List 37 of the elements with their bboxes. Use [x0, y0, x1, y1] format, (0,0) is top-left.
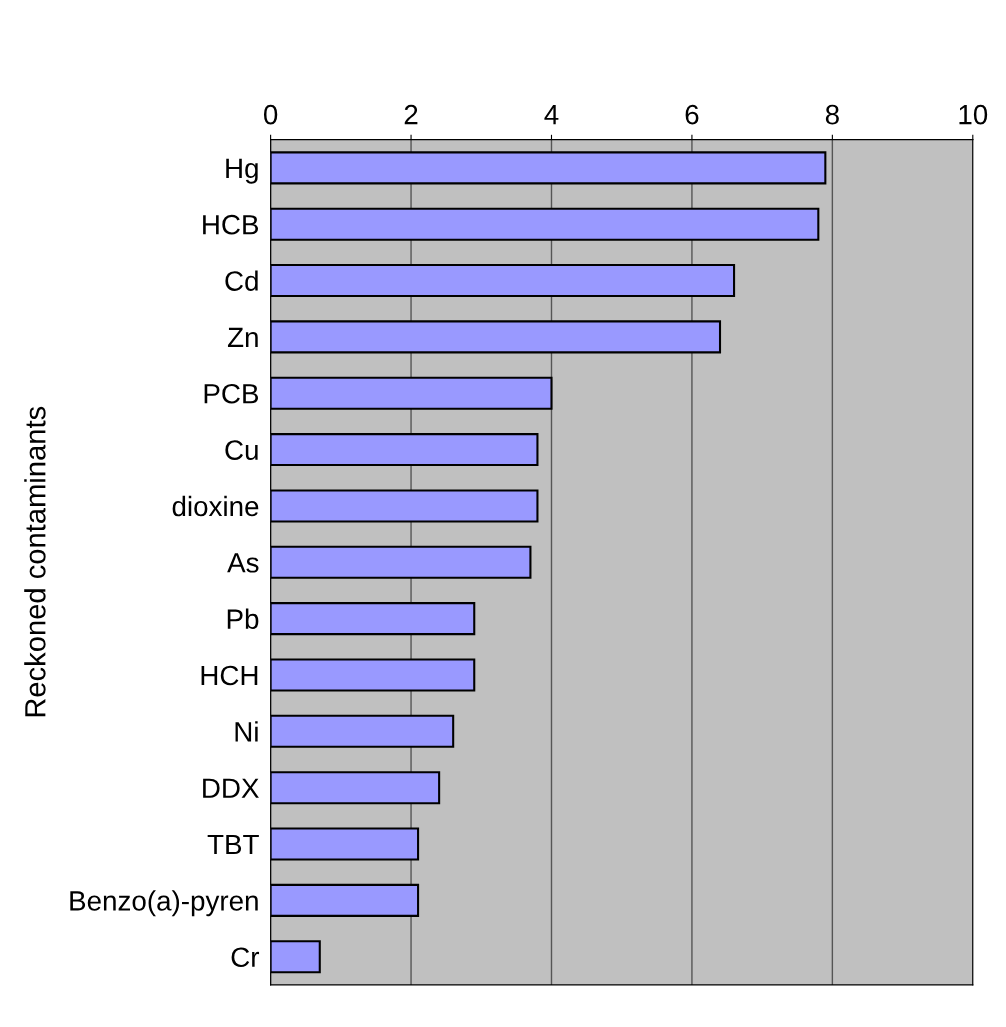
y-tick-label: Zn: [227, 327, 258, 347]
bar: [270, 433, 539, 467]
x-tick-label: 6: [685, 104, 699, 125]
bar: [270, 714, 455, 748]
y-tick-label: Benzo(a)-pyren: [70, 890, 258, 917]
bar: [270, 827, 420, 861]
y-tick-label: Cd: [225, 270, 258, 291]
y-tick-label: Hg: [226, 158, 258, 184]
x-tick-label: 8: [825, 104, 839, 125]
y-tick-label: HCH: [201, 665, 258, 686]
y-tick-label: As: [227, 553, 259, 573]
x-tick-label: 0: [263, 104, 278, 125]
y-tick-label: Cr: [231, 947, 260, 968]
bar: [270, 545, 532, 579]
x-tick-label: 2: [404, 104, 418, 125]
bar: [270, 489, 539, 523]
y-tick-label: TBT: [207, 834, 259, 855]
bar: [270, 771, 441, 805]
bar: [270, 151, 827, 185]
bar: [270, 207, 820, 241]
y-tick-label: Ni: [235, 721, 258, 742]
bar: [270, 320, 722, 354]
y-tick-label: dioxine: [172, 495, 259, 517]
y-tick-label: PCB: [204, 383, 259, 404]
x-tick-label: 10: [959, 104, 988, 125]
y-tick-label: DDX: [203, 778, 259, 798]
bar: [270, 376, 553, 410]
y-tick-label: HCB: [203, 214, 259, 235]
bar: [270, 658, 476, 692]
bar: [270, 940, 321, 974]
y-axis-title: Reckoned contaminants: [24, 406, 46, 717]
bar: [270, 602, 476, 636]
bar: [270, 883, 420, 917]
bar: [270, 264, 736, 298]
x-tick-label: 4: [544, 105, 559, 125]
y-tick-label: Pb: [227, 608, 259, 629]
y-tick-label: Cu: [225, 440, 258, 460]
